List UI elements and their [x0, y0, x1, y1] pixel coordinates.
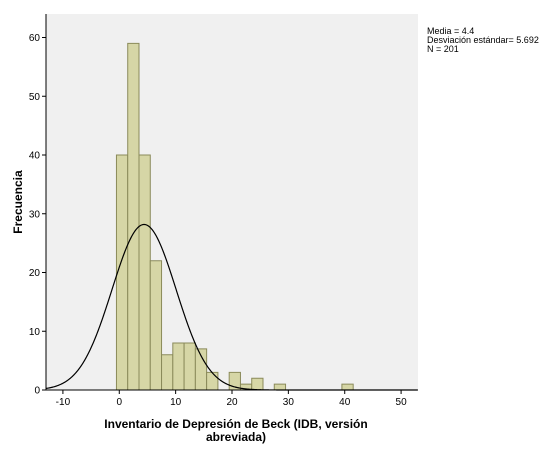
y-tick-label: 40: [29, 151, 41, 162]
y-tick-label: 20: [29, 268, 41, 279]
stat-mean: Media = 4.4: [427, 26, 475, 36]
y-tick-label: 10: [29, 327, 41, 338]
x-tick-label: 30: [283, 397, 295, 408]
stat-n: N = 201: [427, 44, 459, 54]
x-axis-ticks: -10 0 10 20 30 40 50: [56, 390, 407, 408]
y-tick-label: 30: [29, 209, 41, 220]
histogram-bar-2: [138, 154, 151, 391]
x-tick-label: 50: [396, 397, 408, 408]
histogram-bar-5: [172, 342, 185, 391]
y-axis-title: Frecuencia: [11, 170, 25, 234]
histogram-bar-8: [206, 371, 219, 391]
x-axis-title-line-2: abreviada): [206, 430, 266, 444]
y-tick-label: 50: [29, 92, 41, 103]
y-tick-label: 0: [34, 386, 40, 397]
histogram-bar-15: [341, 383, 354, 391]
y-axis-ticks: 0 10 20 30 40 50 60: [29, 33, 46, 397]
y-tick-label: 60: [29, 33, 41, 44]
x-tick-label: 40: [339, 397, 351, 408]
statistics-legend: Media = 4.4 Desviación estándar= 5.692 N…: [427, 27, 539, 54]
histogram-bar-0: [115, 154, 129, 391]
histogram-bar-4: [161, 354, 174, 391]
x-axis-title-line-1: Inventario de Depresión de Beck (IDB, ve…: [104, 417, 367, 431]
x-tick-label: 20: [226, 397, 238, 408]
x-tick-label: 10: [170, 397, 182, 408]
histogram-bar-1: [127, 42, 140, 391]
histogram-bar-14: [273, 383, 287, 391]
x-tick-label: -10: [56, 397, 71, 408]
histogram-bars: [115, 42, 354, 391]
histogram-bar-3: [149, 260, 163, 391]
histogram-bar-6: [183, 342, 196, 391]
histogram-bar-12: [251, 377, 264, 391]
plot-area: [46, 14, 418, 390]
stat-std-dev: Desviación estándar= 5.692: [427, 35, 539, 45]
x-tick-label: 0: [116, 397, 122, 408]
